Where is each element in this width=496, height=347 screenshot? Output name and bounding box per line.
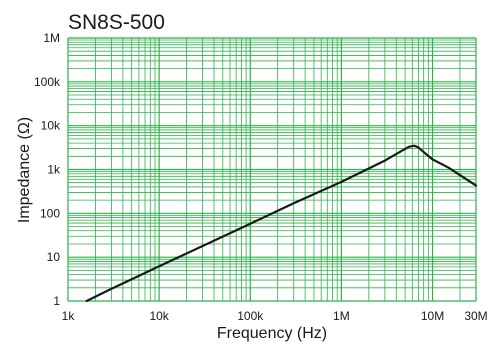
x-tick-label: 1k bbox=[62, 309, 76, 323]
x-tick-label: 10k bbox=[149, 309, 169, 323]
x-tick-label: 100k bbox=[237, 309, 264, 323]
y-tick-label: 100 bbox=[40, 206, 60, 220]
series-group bbox=[85, 144, 478, 303]
y-tick-label: 1M bbox=[43, 31, 60, 45]
y-tick-label: 1 bbox=[53, 294, 60, 308]
x-tick-label: 1M bbox=[333, 309, 350, 323]
major-gridlines bbox=[67, 37, 477, 302]
y-axis-label: Impedance (Ω) bbox=[16, 117, 33, 223]
x-axis-label: Frequency (Hz) bbox=[217, 325, 327, 342]
chart-title: SN8S-500 bbox=[68, 11, 165, 34]
x-tick-label: 30M bbox=[464, 309, 487, 323]
y-tick-label: 100k bbox=[34, 75, 61, 89]
x-tick-labels: 1k 10k 100k 1M 10M 30M bbox=[62, 309, 488, 323]
x-tick-label: 10M bbox=[421, 309, 444, 323]
y-tick-labels: 1 10 100 1k 10k 100k 1M bbox=[34, 31, 61, 308]
y-tick-label: 10 bbox=[47, 250, 61, 264]
y-tick-label: 1k bbox=[47, 163, 61, 177]
y-tick-label: 10k bbox=[41, 119, 61, 133]
impedance-curve bbox=[85, 144, 478, 303]
